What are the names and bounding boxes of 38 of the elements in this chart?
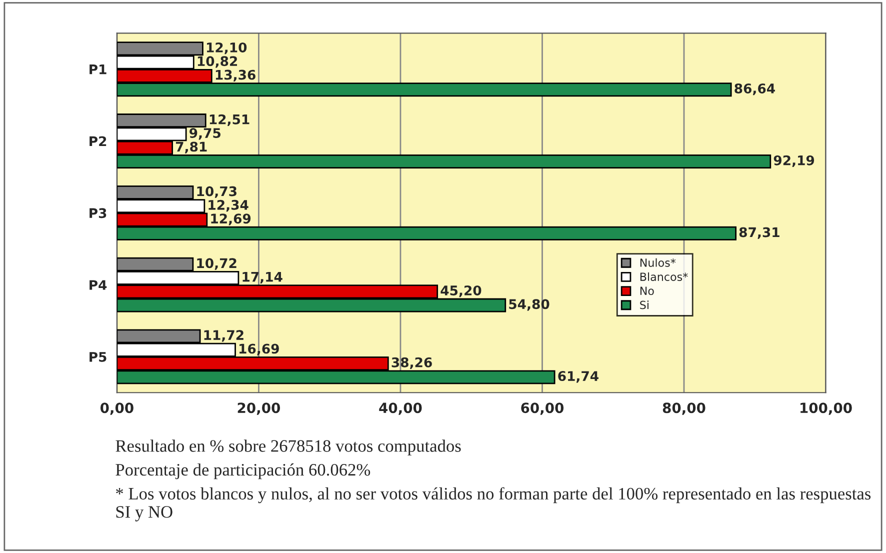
data-label: 16,69 xyxy=(240,344,279,356)
data-label: 92,19 xyxy=(774,155,814,168)
legend-label: Nulos* xyxy=(640,258,676,267)
data-label: 10,73 xyxy=(197,186,236,198)
x-tick-label: 60,00 xyxy=(521,402,564,415)
data-label: 61,74 xyxy=(558,371,598,383)
data-label: 12,34 xyxy=(208,200,248,212)
text: * Los votos blancos y nulos, al no ser votos válidos no forman parte del 100% representado en las respuestas SI y NO xyxy=(116,487,871,522)
data-label: 86,64 xyxy=(734,83,775,96)
x-tick-label: 40,00 xyxy=(379,402,422,415)
text: Resultado en % sobre 2678518 votos computados xyxy=(116,440,461,456)
data-label: 87,31 xyxy=(739,227,780,239)
data-label: 10,82 xyxy=(198,56,238,68)
data-label: 12,10 xyxy=(206,42,247,54)
data-label: 38,26 xyxy=(392,357,432,370)
legend-label: No xyxy=(640,286,654,296)
y-tick-label: P4 xyxy=(90,280,107,290)
data-label: 9,75 xyxy=(190,128,220,140)
data-label: 10,72 xyxy=(197,258,236,270)
legend-label: Si xyxy=(640,300,648,310)
data-label: 12,51 xyxy=(210,114,250,126)
data-label: 45,20 xyxy=(440,285,482,298)
data-label: 11,72 xyxy=(204,330,244,342)
y-tick-label: P3 xyxy=(90,208,106,218)
legend-label: Blancos* xyxy=(640,272,688,281)
data-label: 54,80 xyxy=(509,299,550,311)
x-tick-label: 20,00 xyxy=(238,402,280,415)
text: Porcentaje de participación 60.062% xyxy=(116,463,370,480)
y-tick-label: P2 xyxy=(90,136,106,146)
y-tick-label: P1 xyxy=(90,64,106,74)
x-tick-label: 100,00 xyxy=(800,402,852,415)
x-tick-label: 80,00 xyxy=(662,402,706,415)
x-tick-label: 0,00 xyxy=(100,402,134,415)
y-tick-label: P5 xyxy=(90,352,106,362)
data-label: 17,14 xyxy=(242,272,282,284)
data-label: 7,81 xyxy=(176,142,207,154)
data-label: 12,69 xyxy=(211,214,251,226)
data-label: 13,36 xyxy=(216,70,256,82)
